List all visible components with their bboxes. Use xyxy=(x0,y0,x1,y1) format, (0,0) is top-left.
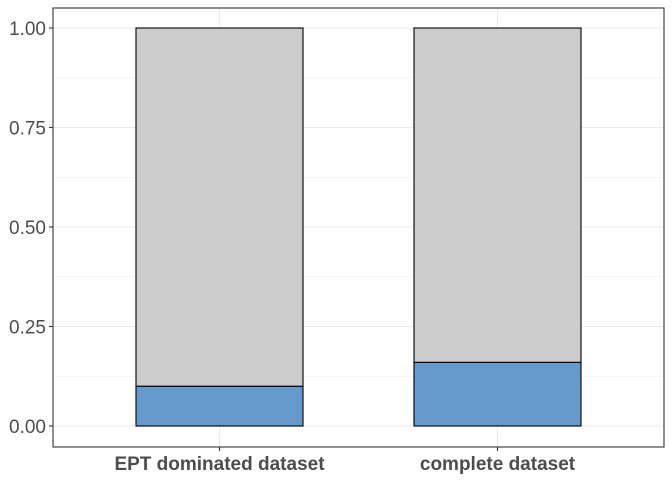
y-tick-label: 0.00 xyxy=(9,417,46,438)
x-axis: EPT dominated dataset complete dataset xyxy=(114,447,576,475)
bars xyxy=(135,27,582,427)
bar-segment xyxy=(135,385,304,427)
y-tick-label: 0.75 xyxy=(9,119,46,140)
bar-segment xyxy=(413,361,582,427)
y-tick-label: 1.00 xyxy=(9,19,46,40)
x-tick-label: EPT dominated dataset xyxy=(114,454,325,475)
y-tick-label: 0.50 xyxy=(9,218,46,239)
y-tick-label: 0.25 xyxy=(9,318,46,339)
x-tick-label: complete dataset xyxy=(420,454,576,475)
y-axis: 0.00 0.25 0.50 0.75 1.00 xyxy=(9,19,53,438)
bar-segment xyxy=(413,27,582,363)
bar-segment xyxy=(135,27,304,387)
